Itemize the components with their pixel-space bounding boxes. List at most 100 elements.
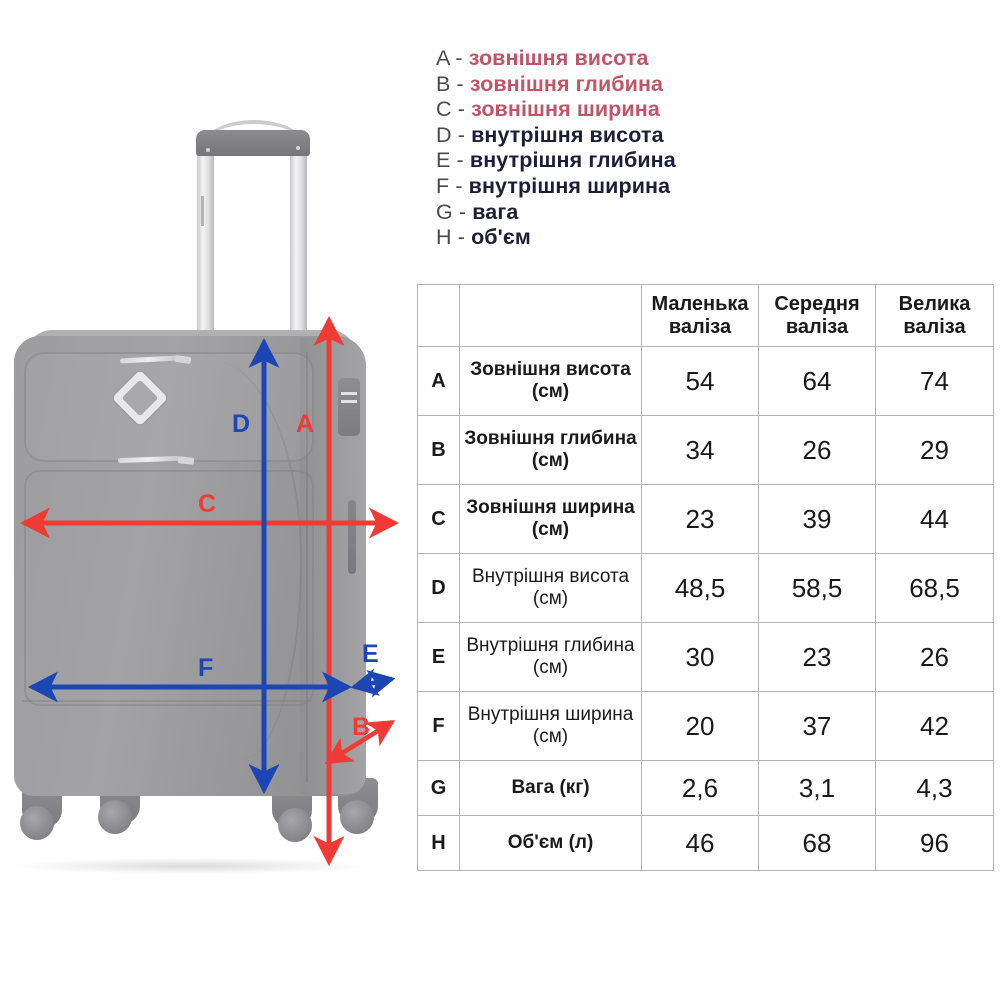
legend-text-a: зовнішня висота [468, 46, 649, 70]
row-letter-d: D [417, 553, 460, 623]
cell-d-0: 48,5 [641, 553, 759, 623]
cell-a-0: 54 [641, 346, 759, 416]
legend-dash: - [455, 173, 463, 198]
handle-grip-bar [196, 130, 310, 156]
table-header: Маленька валіза Середня валіза Велика ва… [417, 284, 994, 347]
legend-text-f: внутрішня ширина [468, 173, 671, 198]
arrow-E-inner-depth-right [353, 670, 396, 698]
front-pocket-middle [24, 470, 314, 706]
legend-text-b: зовнішня глибина [469, 71, 664, 96]
cell-g-1: 3,1 [758, 760, 876, 816]
suitcase-illustration [0, 0, 420, 900]
legend-text-g: вага [472, 199, 519, 224]
table-row: F Внутрішня ширина (см) 20 37 42 [417, 691, 994, 761]
diagram-label-E: E [362, 640, 379, 668]
handle-rivet-left [206, 148, 210, 152]
header-param-blank [459, 284, 642, 347]
cell-c-0: 23 [641, 484, 759, 554]
table-row: B Зовнішня глибина (см) 34 26 29 [417, 415, 994, 485]
cell-e-2: 26 [875, 622, 994, 692]
legend-letter-g: G [436, 199, 453, 224]
table-row: D Внутрішня висота (см) 48,5 58,5 68,5 [417, 553, 994, 623]
legend-dash: - [456, 148, 464, 173]
legend-item-a: A - зовнішня висота [436, 46, 736, 72]
handle-grip-arc [200, 120, 308, 150]
row-parameter-a: Зовнішня висота (см) [459, 346, 642, 416]
legend-item-c: C - зовнішня ширина [436, 97, 736, 123]
cell-b-0: 34 [641, 415, 759, 485]
wheel-front-right [278, 808, 312, 842]
table-body: A Зовнішня висота (см) 54 64 74 B Зовнішня гли… [417, 346, 994, 871]
legend-dash: - [455, 46, 463, 70]
table-row: C Зовнішня ширина (см) 23 39 44 [417, 484, 994, 554]
cell-e-0: 30 [641, 622, 759, 692]
legend-letter-h: H [436, 225, 452, 250]
cell-h-1: 68 [758, 815, 876, 871]
suitcase-dimensions-table: Маленька валіза Середня валіза Велика ва… [417, 284, 994, 871]
row-letter-b: B [417, 415, 460, 485]
cell-g-0: 2,6 [641, 760, 759, 816]
header-letter-blank [417, 284, 460, 347]
wheel-back-left [98, 800, 132, 834]
legend-letter-c: C [436, 97, 452, 122]
legend-letter-d: D [436, 122, 452, 147]
header-small-suitcase: Маленька валіза [641, 284, 759, 347]
row-parameter-b: Зовнішня глибина (см) [459, 415, 642, 485]
diagram-label-F: F [198, 654, 214, 682]
diagram-label-A: A [296, 410, 315, 438]
wheel-front-left [20, 806, 54, 840]
legend-text-h: об'єм [471, 225, 531, 250]
front-pocket-lower [22, 700, 312, 784]
handle-rivet-right [296, 146, 300, 150]
cell-h-0: 46 [641, 815, 759, 871]
cell-g-2: 4,3 [875, 760, 994, 816]
legend-item-e: E - внутрішня глибина [436, 148, 736, 174]
legend-letter-b: B [436, 71, 451, 96]
legend-item-g: G - вага [436, 200, 736, 226]
cell-c-2: 44 [875, 484, 994, 554]
row-parameter-g: Вага (кг) [459, 760, 642, 816]
row-parameter-h: Об'єм (л) [459, 815, 642, 871]
legend-item-h: H - об'єм [436, 225, 736, 251]
handle-tube-right [290, 152, 307, 344]
cell-d-2: 68,5 [875, 553, 994, 623]
header-medium-suitcase: Середня валіза [758, 284, 876, 347]
measurement-arrows [19, 315, 400, 867]
diagram-label-C: C [198, 490, 217, 518]
legend-dash: - [458, 199, 467, 224]
side-lock-line-2 [341, 400, 357, 403]
legend-item-b: B - зовнішня глибина [436, 72, 736, 98]
cell-f-1: 37 [758, 691, 876, 761]
table-row: H Об'єм (л) 46 68 96 [417, 815, 994, 871]
legend-item-f: F - внутрішня ширина [436, 174, 736, 200]
legend-item-d: D - внутрішня висота [436, 123, 736, 149]
table-row: E Внутрішня глибина (см) 30 23 26 [417, 622, 994, 692]
wheel-back-right [340, 800, 374, 834]
diagram-label-D: D [232, 410, 251, 438]
row-letter-f: F [417, 691, 460, 761]
cell-c-1: 39 [758, 484, 876, 554]
table-row: A Зовнішня висота (см) 54 64 74 [417, 346, 994, 416]
cell-a-1: 64 [758, 346, 876, 416]
legend-dash: - [456, 71, 464, 96]
suitcase-side-seam [306, 352, 308, 782]
legend-text-e: внутрішня глибина [469, 148, 676, 173]
cell-b-2: 29 [875, 415, 994, 485]
suitcase-front-curve-seam [150, 360, 302, 760]
diagram-label-B: B [352, 713, 371, 741]
cell-e-1: 23 [758, 622, 876, 692]
row-parameter-c: Зовнішня ширина (см) [459, 484, 642, 554]
row-letter-c: C [417, 484, 460, 554]
cell-h-2: 96 [875, 815, 994, 871]
dimension-legend: A - зовнішня висота B - зовнішня глибина C… [436, 46, 736, 251]
legend-letter-f: F [436, 173, 450, 198]
legend-dash: - [457, 225, 465, 250]
cell-b-1: 26 [758, 415, 876, 485]
row-letter-a: A [417, 346, 460, 416]
row-letter-g: G [417, 760, 460, 816]
row-parameter-d: Внутрішня висота (см) [459, 553, 642, 623]
legend-letter-a: A [436, 46, 450, 70]
row-letter-h: H [417, 815, 460, 871]
handle-tube-marking [201, 196, 204, 226]
